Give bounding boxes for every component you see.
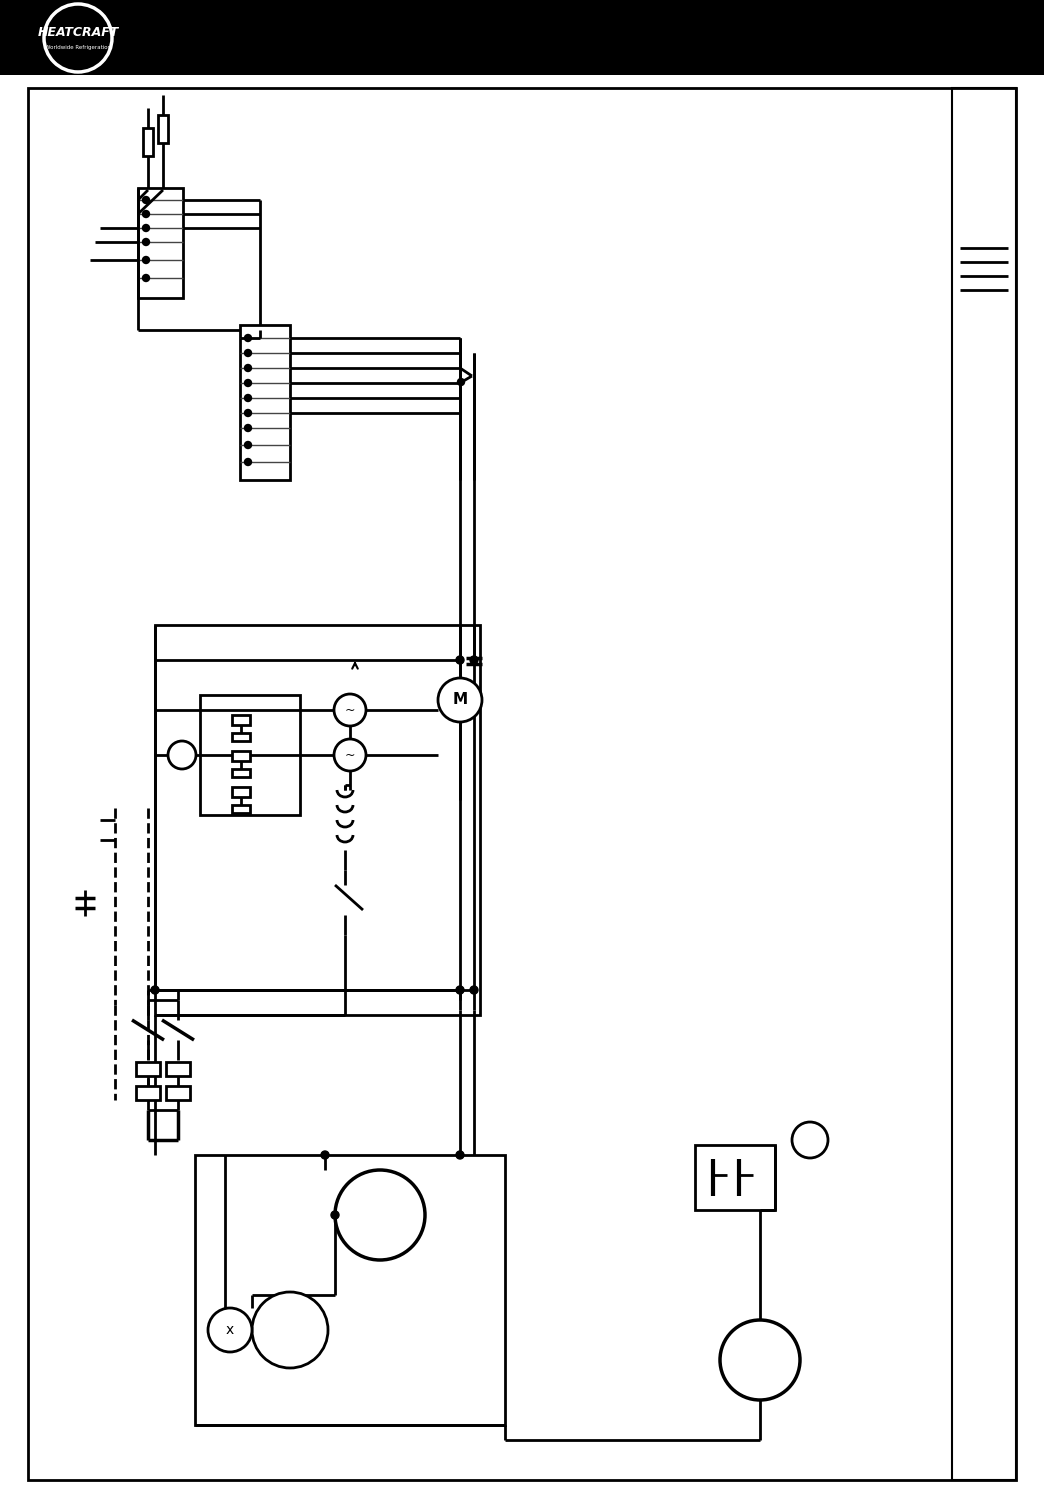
Bar [158,114,168,143]
Circle shape [720,1320,800,1400]
Circle shape [331,1212,339,1219]
Circle shape [44,5,112,72]
Circle shape [142,238,149,245]
Bar [166,1063,190,1076]
Circle shape [456,1151,464,1159]
Circle shape [151,986,159,993]
Text: Worldwide Refrigeration: Worldwide Refrigeration [45,45,111,50]
Bar [232,805,250,813]
Circle shape [244,349,252,357]
Bar [240,325,290,480]
Bar [232,733,250,740]
Circle shape [244,394,252,402]
Circle shape [335,1169,425,1260]
Circle shape [334,694,366,725]
Circle shape [244,334,252,342]
Circle shape [142,274,149,281]
Bar [155,625,480,1014]
Circle shape [208,1308,252,1351]
Bar [952,87,1016,1479]
Circle shape [244,409,252,417]
Bar [232,787,250,798]
Circle shape [438,677,482,722]
Circle shape [470,986,478,993]
Text: x: x [226,1323,234,1336]
Bar [166,1087,190,1100]
Text: ~: ~ [345,703,355,716]
Circle shape [168,740,196,769]
Bar [232,715,250,725]
Bar [136,1063,160,1076]
Bar [695,1145,775,1210]
Bar [232,769,250,777]
Bar [136,1087,160,1100]
Circle shape [470,656,478,664]
Bar [0,0,1044,75]
Bar [143,128,153,157]
Text: ~: ~ [345,748,355,762]
Text: HEATCRAFT: HEATCRAFT [38,27,119,39]
Circle shape [142,224,149,232]
Circle shape [244,424,252,432]
Circle shape [457,378,465,385]
Circle shape [321,1151,329,1159]
Circle shape [244,441,252,448]
Circle shape [252,1291,328,1368]
Circle shape [244,379,252,387]
Circle shape [244,364,252,372]
Circle shape [334,739,366,771]
Circle shape [456,656,464,664]
Bar [232,751,250,762]
Text: M: M [452,692,468,707]
Bar [138,188,183,298]
Circle shape [456,986,464,993]
Bar [200,695,300,816]
Circle shape [792,1123,828,1157]
Circle shape [244,459,252,465]
Bar [195,1154,505,1425]
Circle shape [142,197,149,203]
Circle shape [142,211,149,218]
Circle shape [142,256,149,263]
